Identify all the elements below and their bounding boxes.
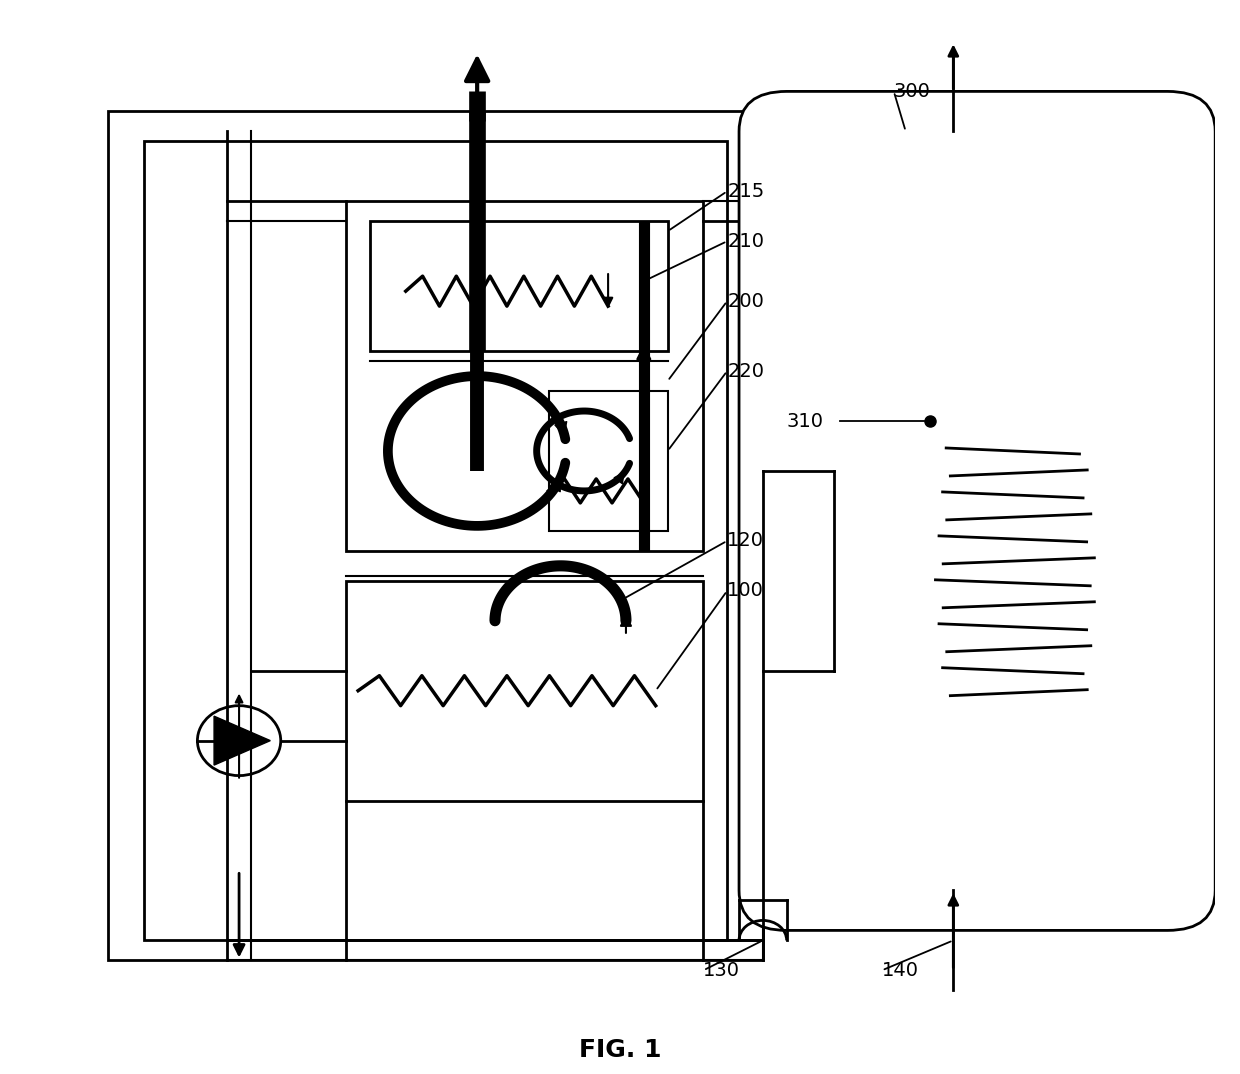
Text: FIG. 1: FIG. 1	[579, 1039, 661, 1062]
Text: 100: 100	[727, 581, 764, 600]
Bar	[108, 112, 763, 960]
Text: 220: 220	[727, 362, 764, 380]
Bar	[370, 221, 667, 351]
Text: 215: 215	[727, 182, 764, 201]
Text: 120: 120	[727, 532, 764, 550]
Text: 310: 310	[786, 411, 823, 431]
Bar	[346, 201, 703, 551]
Polygon shape	[215, 716, 270, 765]
Bar	[548, 391, 667, 531]
Bar	[346, 581, 703, 800]
Text: 140: 140	[882, 961, 919, 979]
Text: 210: 210	[727, 232, 764, 250]
Text: 130: 130	[703, 961, 740, 979]
Text: 200: 200	[727, 292, 764, 310]
Bar	[144, 142, 727, 941]
FancyBboxPatch shape	[739, 91, 1215, 930]
Text: 300: 300	[894, 82, 931, 101]
